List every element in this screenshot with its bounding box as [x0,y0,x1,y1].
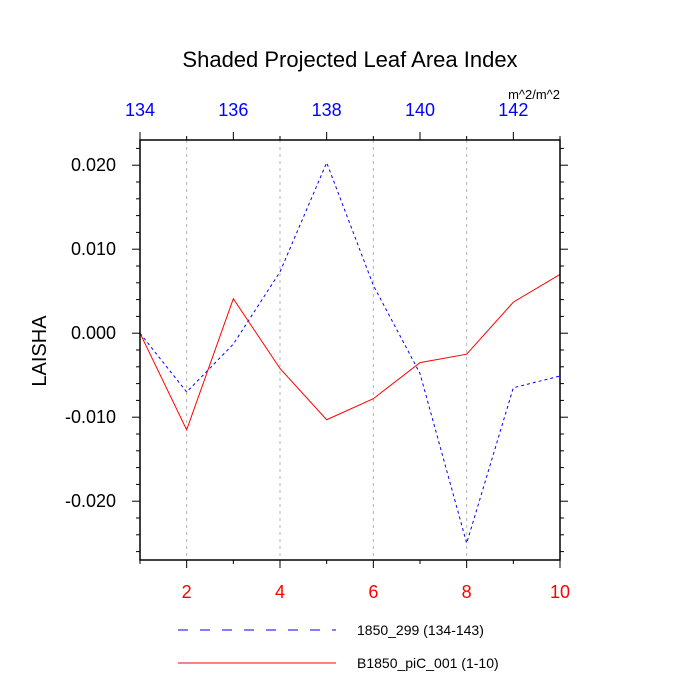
y-tick-label: -0.020 [65,491,116,511]
grid-lines [186,140,468,560]
axis-ticks [132,132,568,568]
y-tick-label: -0.010 [65,407,116,427]
x-top-tick-label: 134 [125,100,155,120]
x-top-tick-label: 142 [498,100,528,120]
x-bottom-tick-label: 10 [550,582,570,602]
y-tick-label: 0.010 [71,239,116,259]
series-line-1 [139,161,561,546]
x-top-tick-label: 138 [312,100,342,120]
x-bottom-tick-label: 4 [275,582,285,602]
tick-labels: 0.020 0.010 0.000 -0.010 -0.020 2 4 6 8 10 134 136 1… [65,100,570,602]
plot-frame [139,139,561,561]
series-lines [139,161,561,546]
x-bottom-tick-label: 2 [182,582,192,602]
series-line-2 [139,273,561,432]
x-top-tick-label: 140 [405,100,435,120]
units-label: m^2/m^2 [508,87,560,102]
x-top-tick-label: 136 [218,100,248,120]
chart-title: Shaded Projected Leaf Area Index [182,47,517,72]
legend-label-2: B1850_piC_001 (1-10) [357,655,499,671]
legend: 1850_299 (134-143) B1850_piC_001 (1-10) [178,622,499,671]
y-tick-label: 0.020 [71,155,116,175]
y-axis-label: LAISHA [29,315,51,387]
legend-label-1: 1850_299 (134-143) [357,622,484,638]
y-tick-label: 0.000 [71,323,116,343]
x-bottom-tick-label: 6 [368,582,378,602]
x-bottom-tick-label: 8 [462,582,472,602]
